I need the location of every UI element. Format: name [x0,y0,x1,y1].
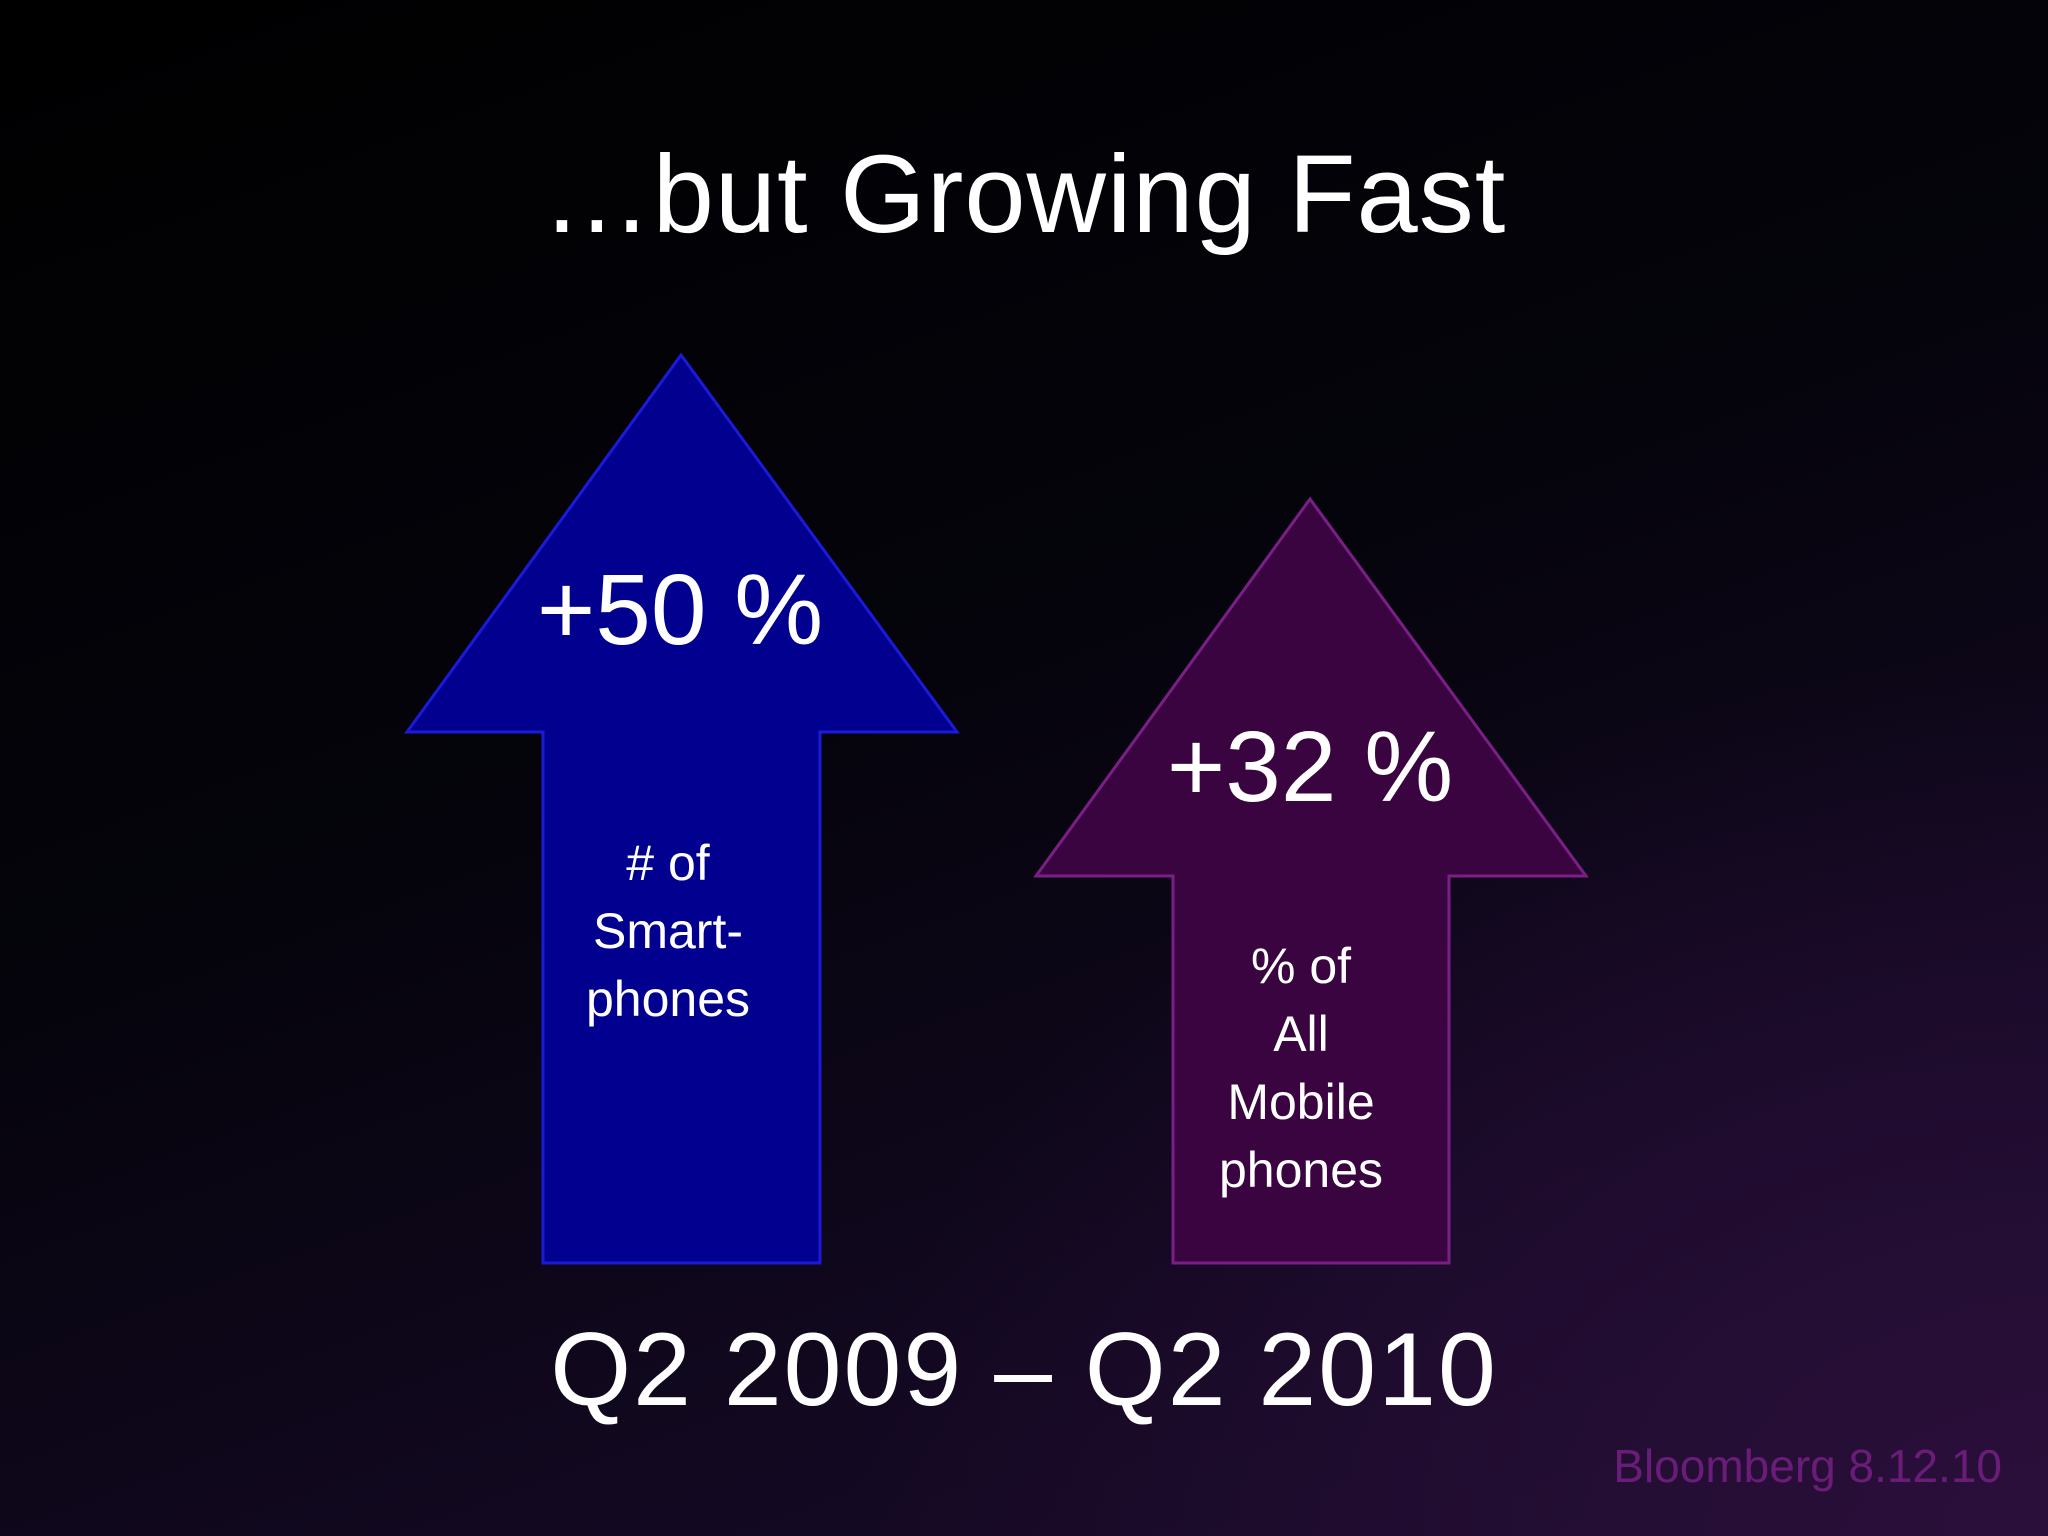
description-line: phones [1218,1142,1384,1198]
mobile-share-percent: +32 % [1166,711,1454,823]
smartphones-arrow-label: +50 % [470,555,890,665]
smartphones-growth-arrow [404,352,960,1265]
description-line: # of [626,835,710,891]
mobile-share-description: % of All Mobile phones [1173,932,1429,1204]
description-line: Mobile [1227,1074,1375,1130]
description-line: All [1273,1006,1329,1062]
description-line: Smart- [593,903,743,959]
mobile-share-growth-arrow [1033,496,1589,1265]
source-citation: Bloomberg 8.12.10 [1613,1440,2002,1492]
smartphones-percent: +50 % [536,554,824,666]
mobile-share-arrow-label: +32 % [1100,712,1520,822]
description-line: phones [585,971,751,1027]
smartphones-description: # of Smart- phones [543,829,793,1033]
description-line: % of [1250,938,1352,994]
slide-title: …but Growing Fast [541,133,1507,256]
period-label: Q2 2009 – Q2 2010 [550,1312,1498,1428]
